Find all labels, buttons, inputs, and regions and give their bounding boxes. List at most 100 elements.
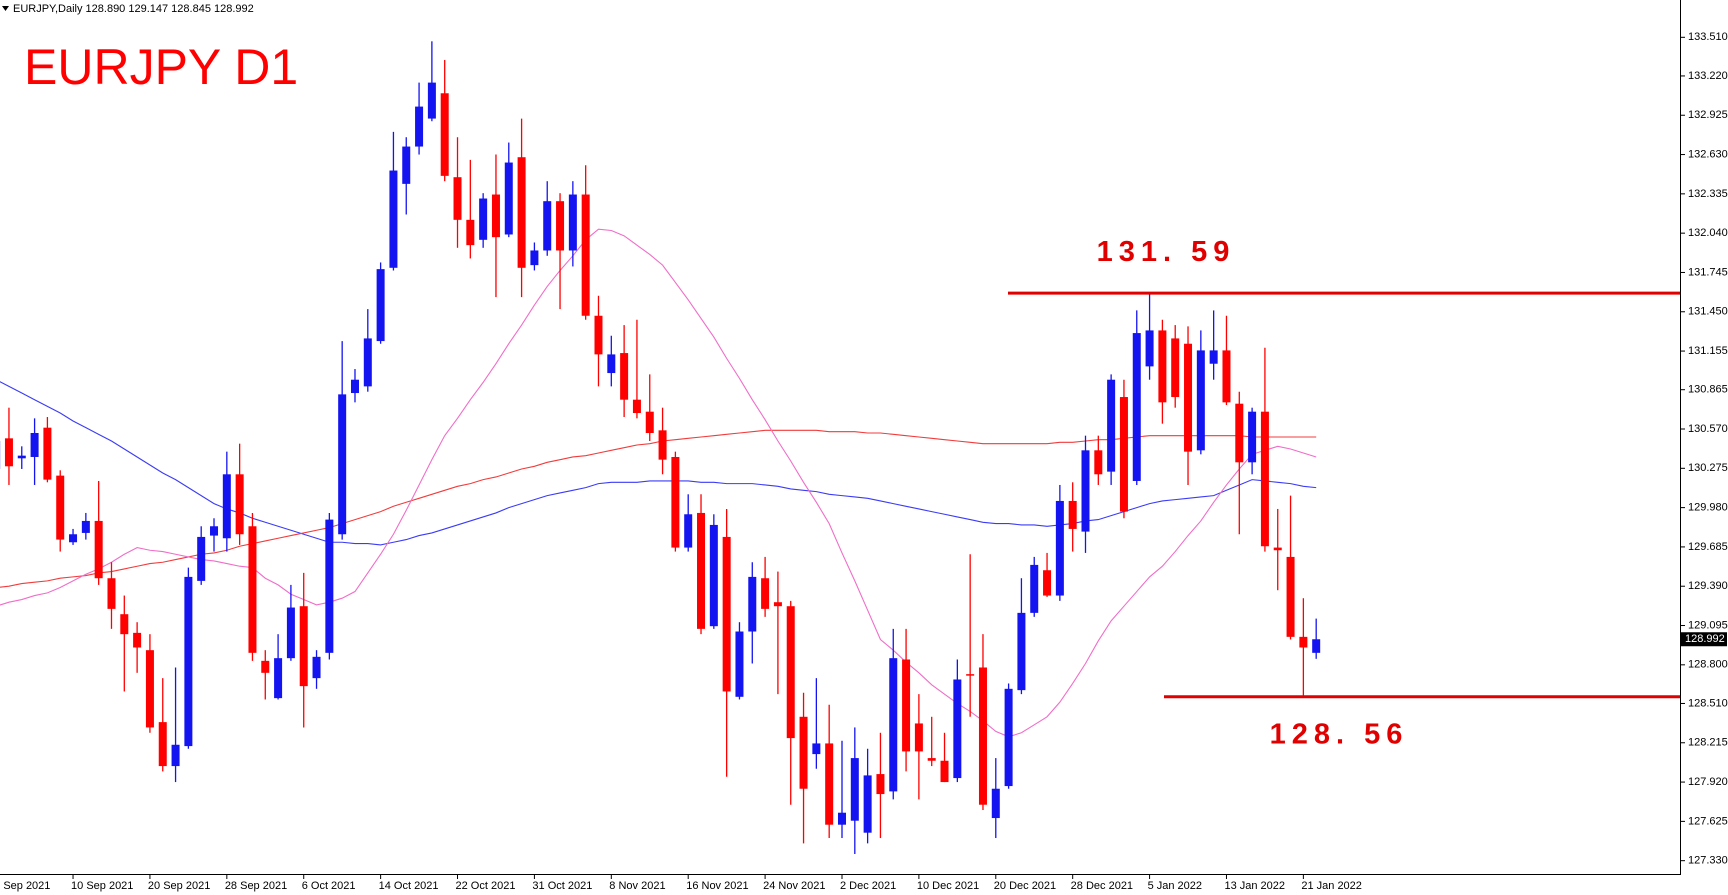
candle-body — [850, 758, 859, 821]
candle-body — [837, 812, 846, 825]
candle-body — [389, 170, 398, 268]
moving-average — [0, 429, 1317, 588]
candle-body — [786, 606, 795, 739]
candle-body — [363, 338, 372, 387]
candle-body — [825, 743, 834, 825]
candle-body — [56, 475, 65, 540]
x-tick-label: 2 Sep 2021 — [0, 880, 50, 892]
candle-body — [4, 438, 13, 467]
plot-area — [0, 41, 1680, 855]
candle-body — [479, 198, 488, 240]
candle-body — [620, 353, 629, 400]
y-tick-label: 131.450 — [1688, 306, 1728, 318]
candle-body — [1158, 330, 1167, 403]
candle-body — [709, 524, 718, 627]
candle-body — [581, 194, 590, 316]
candle-body — [1119, 397, 1128, 512]
candle-body — [299, 606, 308, 687]
y-tick-label: 130.570 — [1688, 423, 1728, 435]
candle-body — [632, 399, 641, 414]
candle-body — [171, 744, 180, 767]
y-tick-label: 130.865 — [1688, 384, 1728, 396]
candle-body — [645, 411, 654, 434]
candle-body — [863, 775, 872, 833]
x-tick-label: 16 Nov 2021 — [686, 880, 748, 892]
x-tick-label: 28 Dec 2021 — [1071, 880, 1133, 892]
x-tick-label: 14 Oct 2021 — [379, 880, 439, 892]
y-tick-label: 129.685 — [1688, 541, 1728, 553]
candle-body — [402, 146, 411, 184]
candle-body — [530, 250, 539, 266]
chart-header: EURJPY,Daily 128.890 129.147 128.845 128… — [13, 3, 254, 15]
candle-body — [145, 650, 154, 728]
candle-body — [543, 201, 552, 251]
candle-body — [1273, 547, 1282, 551]
candle-body — [594, 315, 603, 355]
candle-body — [427, 82, 436, 119]
candle-body — [517, 157, 526, 268]
y-tick-label: 132.630 — [1688, 148, 1728, 160]
y-tick-label: 127.330 — [1688, 855, 1728, 867]
candle-body — [1055, 500, 1064, 596]
candle-body — [286, 607, 295, 659]
y-tick-label: 129.390 — [1688, 580, 1728, 592]
candle-body — [376, 269, 385, 342]
candle-body — [30, 433, 39, 457]
candle-body — [748, 576, 757, 632]
y-tick-label: 128.800 — [1688, 659, 1728, 671]
candle-body — [1081, 450, 1090, 532]
y-tick-label: 129.095 — [1688, 619, 1728, 631]
candle-body — [953, 679, 962, 779]
moving-average — [0, 381, 1317, 546]
candle-body — [43, 427, 52, 480]
candle-body — [184, 576, 193, 747]
candle-body — [94, 520, 103, 579]
level-label: 128. 56 — [1270, 718, 1409, 750]
candle-body — [1171, 338, 1180, 398]
candle-body — [1235, 403, 1244, 463]
y-tick-label: 133.220 — [1688, 70, 1728, 82]
candle-body — [761, 578, 770, 609]
candle-body — [338, 394, 347, 535]
candle-body — [991, 788, 1000, 819]
x-tick-label: 13 Jan 2022 — [1224, 880, 1285, 892]
candle-body — [466, 219, 475, 246]
candle-body — [69, 534, 78, 543]
candle-body — [1196, 350, 1205, 451]
candle-body — [876, 774, 885, 795]
x-tick-label: 28 Sep 2021 — [225, 880, 287, 892]
y-tick-label: 132.335 — [1688, 188, 1728, 200]
x-tick-label: 6 Oct 2021 — [302, 880, 356, 892]
candle-body — [325, 519, 334, 653]
candle-body — [1184, 343, 1193, 452]
y-tick-label: 128.215 — [1688, 737, 1728, 749]
candle-body — [927, 758, 936, 761]
candle-body — [1260, 411, 1269, 547]
candle-body — [312, 656, 321, 679]
candle-body — [1312, 639, 1321, 653]
x-tick-label: 24 Nov 2021 — [763, 880, 825, 892]
header-marker — [2, 6, 9, 11]
candle-body — [607, 354, 616, 374]
candle-body — [17, 455, 26, 459]
candle-body — [1030, 564, 1039, 613]
candle-body — [1068, 500, 1077, 529]
candle-body — [1004, 688, 1013, 787]
candle-body — [504, 162, 513, 235]
candle-body — [940, 760, 949, 783]
candle-body — [684, 514, 693, 548]
candle-body — [966, 674, 975, 676]
candle-body — [556, 201, 565, 251]
candle-body — [735, 631, 744, 697]
y-tick-label: 127.625 — [1688, 815, 1728, 827]
level-label: 131. 59 — [1097, 236, 1236, 268]
candle-body — [914, 723, 923, 752]
current-price-label: 128.992 — [1685, 633, 1725, 645]
x-tick-label: 20 Sep 2021 — [148, 880, 210, 892]
x-tick-label: 20 Dec 2021 — [994, 880, 1056, 892]
y-tick-label: 132.925 — [1688, 109, 1728, 121]
candle-body — [107, 578, 116, 609]
candle-body — [773, 602, 782, 607]
x-tick-label: 5 Jan 2022 — [1148, 880, 1202, 892]
